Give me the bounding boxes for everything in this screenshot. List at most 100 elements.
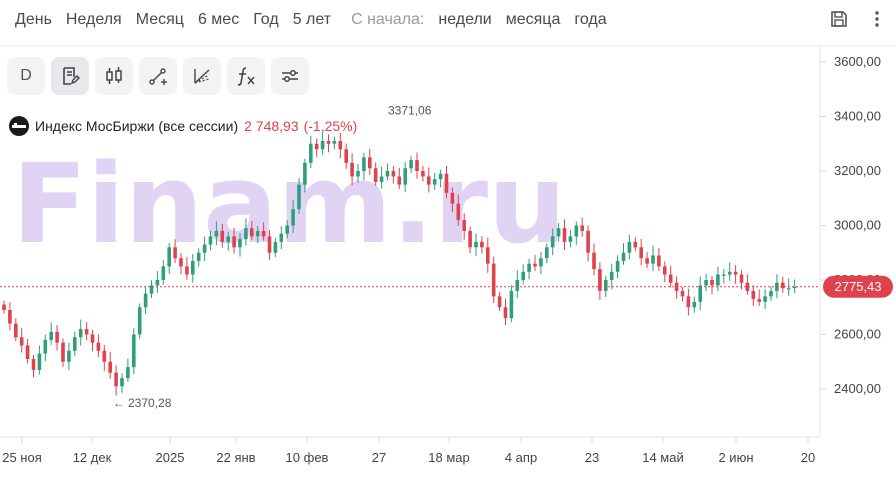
candle-body [14, 323, 18, 338]
since-year[interactable]: года [574, 11, 607, 28]
indicator-list-button[interactable] [51, 57, 89, 95]
fibonacci-button[interactable] [183, 57, 221, 95]
candle [474, 233, 478, 257]
candle [385, 163, 390, 181]
candle-body [633, 241, 638, 248]
candle-body [273, 241, 278, 253]
candle [120, 373, 124, 393]
candle-body [49, 331, 53, 340]
candle [244, 218, 248, 246]
candle [126, 358, 130, 382]
candle [362, 152, 366, 181]
candle [521, 264, 525, 285]
candle-body [739, 274, 744, 283]
candle [320, 131, 325, 155]
candle-body [716, 274, 720, 286]
candle-body [126, 367, 130, 379]
candle [179, 252, 183, 275]
candle [409, 156, 413, 173]
candle-body [539, 258, 543, 267]
candle-body [385, 171, 390, 177]
trendline-icon [149, 68, 167, 85]
candle [769, 286, 773, 301]
candle [503, 298, 508, 325]
candle-body [438, 173, 443, 180]
candle-body [686, 296, 691, 308]
candle-body [722, 274, 726, 276]
candle [67, 342, 71, 370]
formula-button[interactable] [227, 57, 265, 95]
candle-body [31, 359, 36, 370]
candle [491, 256, 496, 303]
candle-body [545, 247, 549, 259]
candle [303, 158, 307, 193]
candle-body [2, 304, 6, 310]
max-value-label: 3371,06 [388, 103, 432, 117]
save-icon [831, 11, 847, 27]
candle [102, 344, 107, 371]
since-label: С начала: [351, 11, 425, 28]
candle-body [503, 307, 508, 319]
candle-body [421, 171, 425, 177]
candles-button[interactable] [95, 57, 133, 95]
candle [609, 263, 614, 290]
candle [214, 221, 219, 246]
more-button[interactable] [864, 6, 890, 32]
candle [137, 303, 142, 339]
candle [90, 329, 95, 352]
candle [167, 243, 171, 275]
candle [2, 300, 6, 314]
candle-body [562, 228, 567, 242]
candle-body [645, 258, 649, 264]
finam-watermark: Finam.ru [12, 140, 566, 268]
series-legend: Индекс МосБиржи (все сессии) 2 748,93 (-… [9, 116, 357, 136]
candle-body [615, 260, 620, 272]
candle [368, 148, 372, 175]
period-6-months[interactable]: 6 мес [197, 11, 240, 28]
current-price-tag: 2775,43 [823, 275, 893, 298]
candle [403, 162, 407, 192]
candle-body [173, 247, 177, 259]
period-day[interactable]: День [15, 11, 52, 28]
candle-body [663, 266, 667, 275]
candle-body [698, 285, 702, 302]
candle-body [214, 230, 219, 237]
candle [710, 275, 714, 295]
since-month[interactable]: месяца [505, 11, 561, 28]
candle [698, 276, 702, 311]
candle [592, 243, 596, 276]
candle [149, 280, 154, 298]
candle-body [409, 160, 413, 169]
period-month[interactable]: Месяц [135, 11, 184, 28]
candle [574, 221, 579, 245]
candle [633, 237, 638, 252]
sliders-icon [282, 70, 298, 82]
interval-button[interactable]: D [7, 57, 45, 95]
x-tick-label: 20 [801, 450, 815, 465]
period-5-years[interactable]: 5 лет [292, 11, 332, 28]
settings-button[interactable] [271, 57, 309, 95]
candle [173, 239, 177, 264]
candle-body [727, 271, 732, 275]
candle [580, 217, 584, 237]
candle-body [320, 141, 325, 150]
candle-body [397, 176, 402, 185]
trendline-button[interactable] [139, 57, 177, 95]
candle [781, 276, 785, 293]
candle [668, 265, 673, 288]
since-week[interactable]: недели [438, 11, 492, 28]
candle-body [143, 293, 148, 308]
candle-body [303, 162, 307, 185]
candle-body [733, 271, 738, 275]
period-week[interactable]: Неделя [65, 11, 122, 28]
candle-body [415, 160, 419, 171]
candle-body [208, 236, 213, 245]
candle [415, 152, 419, 179]
candle-body [108, 361, 112, 373]
candle-body [132, 334, 136, 368]
period-year[interactable]: Год [253, 11, 279, 28]
candle [663, 261, 667, 283]
candle-body [37, 353, 42, 370]
save-button[interactable] [826, 6, 852, 32]
